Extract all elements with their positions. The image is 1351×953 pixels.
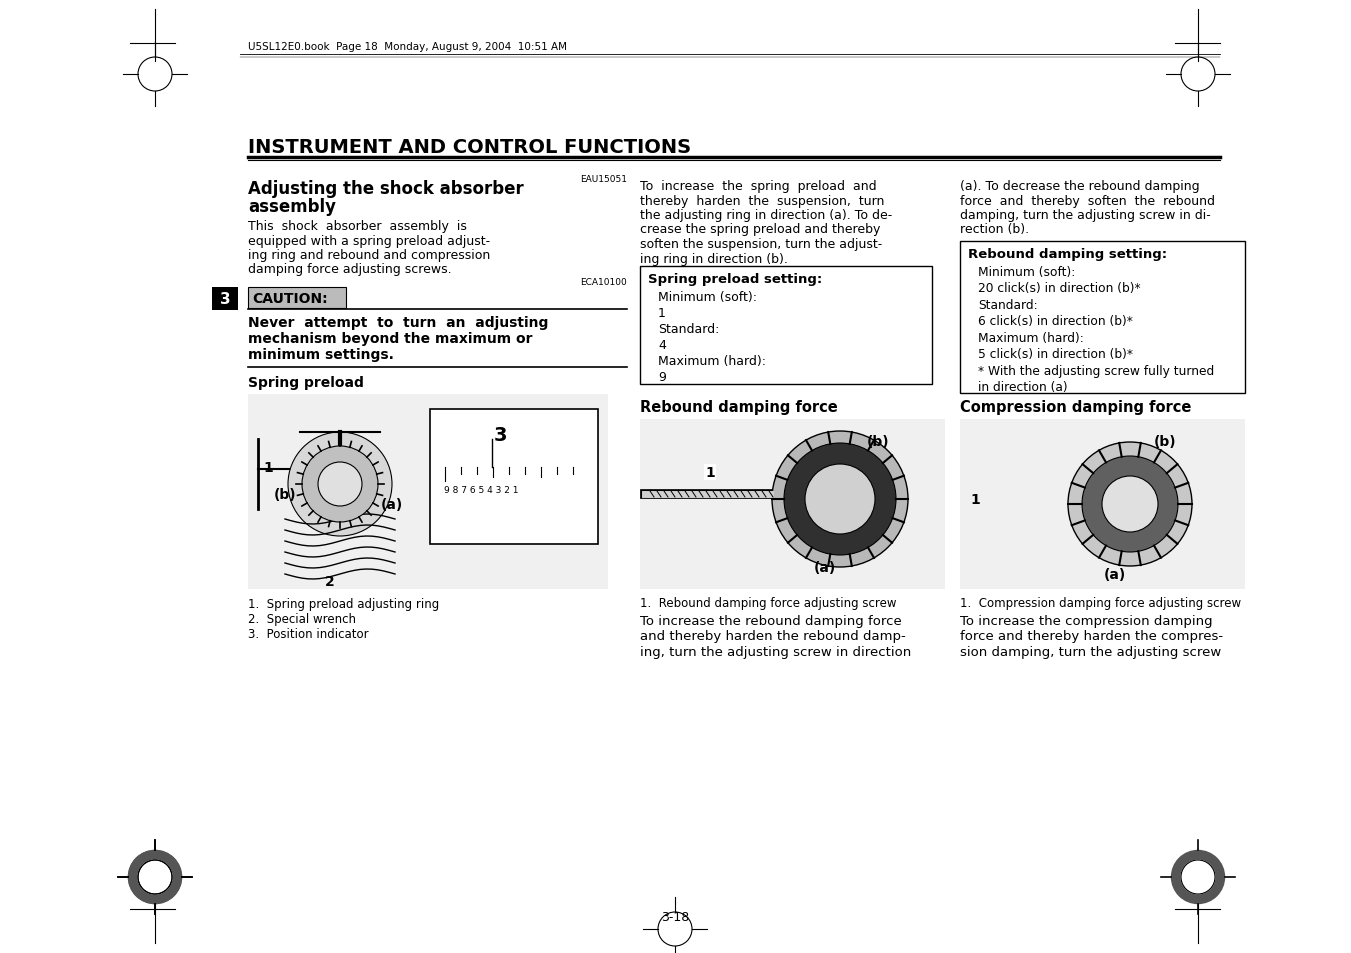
Bar xyxy=(640,419,944,589)
Text: Spring preload setting:: Spring preload setting: xyxy=(648,273,823,286)
Text: damping, turn the adjusting screw in di-: damping, turn the adjusting screw in di- xyxy=(961,209,1210,222)
Text: Adjusting the shock absorber: Adjusting the shock absorber xyxy=(249,180,524,198)
Circle shape xyxy=(138,861,172,894)
Text: To increase the rebound damping force: To increase the rebound damping force xyxy=(640,615,901,627)
Text: (b): (b) xyxy=(867,435,889,449)
Text: INSTRUMENT AND CONTROL FUNCTIONS: INSTRUMENT AND CONTROL FUNCTIONS xyxy=(249,138,692,157)
Text: 2.  Special wrench: 2. Special wrench xyxy=(249,613,357,625)
Circle shape xyxy=(771,432,908,567)
Text: 3: 3 xyxy=(220,293,230,307)
Circle shape xyxy=(1171,850,1225,904)
Text: (b): (b) xyxy=(274,488,296,501)
Text: EAU15051: EAU15051 xyxy=(580,174,627,184)
Text: Minimum (soft):: Minimum (soft): xyxy=(978,266,1075,278)
Text: * With the adjusting screw fully turned: * With the adjusting screw fully turned xyxy=(978,365,1215,377)
Text: 3.  Position indicator: 3. Position indicator xyxy=(249,627,369,640)
Text: 1: 1 xyxy=(705,465,715,479)
Text: force and thereby harden the compres-: force and thereby harden the compres- xyxy=(961,630,1223,643)
Text: Rebound damping setting:: Rebound damping setting: xyxy=(969,248,1167,261)
Text: 6 click(s) in direction (b)*: 6 click(s) in direction (b)* xyxy=(978,315,1133,328)
Text: sion damping, turn the adjusting screw: sion damping, turn the adjusting screw xyxy=(961,645,1221,659)
Bar xyxy=(961,242,1246,394)
Circle shape xyxy=(1102,476,1158,533)
Text: To increase the compression damping: To increase the compression damping xyxy=(961,615,1213,627)
Text: 1.  Spring preload adjusting ring: 1. Spring preload adjusting ring xyxy=(249,598,439,610)
Text: 1: 1 xyxy=(658,307,666,319)
Text: thereby  harden  the  suspension,  turn: thereby harden the suspension, turn xyxy=(640,194,885,208)
Text: 1: 1 xyxy=(970,493,979,506)
Circle shape xyxy=(784,443,896,556)
Text: ing ring and rebound and compression: ing ring and rebound and compression xyxy=(249,249,490,262)
Circle shape xyxy=(138,861,172,894)
Text: force  and  thereby  soften  the  rebound: force and thereby soften the rebound xyxy=(961,194,1215,208)
Text: rection (b).: rection (b). xyxy=(961,223,1029,236)
Text: 9: 9 xyxy=(658,371,666,384)
Text: ECA10100: ECA10100 xyxy=(580,277,627,287)
Bar xyxy=(961,419,1246,589)
Bar xyxy=(249,288,346,309)
Text: minimum settings.: minimum settings. xyxy=(249,348,394,361)
Circle shape xyxy=(288,433,392,537)
Text: 5 click(s) in direction (b)*: 5 click(s) in direction (b)* xyxy=(978,348,1133,361)
Text: Spring preload: Spring preload xyxy=(249,375,363,390)
Text: equipped with a spring preload adjust-: equipped with a spring preload adjust- xyxy=(249,234,490,247)
Text: Standard:: Standard: xyxy=(978,298,1038,312)
Circle shape xyxy=(128,850,182,904)
Text: mechanism beyond the maximum or: mechanism beyond the maximum or xyxy=(249,332,532,346)
Circle shape xyxy=(317,462,362,506)
Text: Maximum (hard):: Maximum (hard): xyxy=(978,332,1084,345)
Circle shape xyxy=(128,850,182,904)
Text: and thereby harden the rebound damp-: and thereby harden the rebound damp- xyxy=(640,630,905,643)
Circle shape xyxy=(1069,442,1192,566)
Text: 2: 2 xyxy=(326,575,335,588)
Text: (a): (a) xyxy=(381,497,403,512)
Text: To  increase  the  spring  preload  and: To increase the spring preload and xyxy=(640,180,877,193)
Text: damping force adjusting screws.: damping force adjusting screws. xyxy=(249,263,451,276)
Bar xyxy=(430,410,598,544)
Text: Rebound damping force: Rebound damping force xyxy=(640,399,838,415)
Text: 20 click(s) in direction (b)*: 20 click(s) in direction (b)* xyxy=(978,282,1140,295)
Text: 1.  Rebound damping force adjusting screw: 1. Rebound damping force adjusting screw xyxy=(640,597,897,609)
Text: 1.  Compression damping force adjusting screw: 1. Compression damping force adjusting s… xyxy=(961,597,1242,609)
Text: Maximum (hard):: Maximum (hard): xyxy=(658,355,766,368)
Text: Compression damping force: Compression damping force xyxy=(961,399,1192,415)
Text: 1: 1 xyxy=(263,460,273,475)
Text: 4: 4 xyxy=(658,338,666,352)
Text: 9 8 7 6 5 4 3 2 1: 9 8 7 6 5 4 3 2 1 xyxy=(444,485,519,495)
Text: (a): (a) xyxy=(813,560,836,575)
Text: (a). To decrease the rebound damping: (a). To decrease the rebound damping xyxy=(961,180,1200,193)
Text: ing ring in direction (b).: ing ring in direction (b). xyxy=(640,253,788,265)
Text: Minimum (soft):: Minimum (soft): xyxy=(658,291,757,304)
Text: the adjusting ring in direction (a). To de-: the adjusting ring in direction (a). To … xyxy=(640,209,892,222)
Text: 3: 3 xyxy=(493,426,507,444)
Bar xyxy=(212,288,238,311)
Text: This  shock  absorber  assembly  is: This shock absorber assembly is xyxy=(249,220,467,233)
Text: (b): (b) xyxy=(1154,435,1177,449)
Circle shape xyxy=(1082,456,1178,553)
Text: 3-18: 3-18 xyxy=(661,910,689,923)
Circle shape xyxy=(805,464,875,535)
Text: Never  attempt  to  turn  an  adjusting: Never attempt to turn an adjusting xyxy=(249,315,549,330)
Bar xyxy=(249,395,608,589)
Text: ing, turn the adjusting screw in direction: ing, turn the adjusting screw in directi… xyxy=(640,645,912,659)
Text: soften the suspension, turn the adjust-: soften the suspension, turn the adjust- xyxy=(640,237,882,251)
Bar xyxy=(640,267,932,385)
Text: in direction (a): in direction (a) xyxy=(978,381,1067,395)
Text: CAUTION:: CAUTION: xyxy=(253,292,328,306)
Circle shape xyxy=(1181,861,1215,894)
Text: assembly: assembly xyxy=(249,198,336,215)
Circle shape xyxy=(303,447,378,522)
Text: crease the spring preload and thereby: crease the spring preload and thereby xyxy=(640,223,881,236)
Text: Standard:: Standard: xyxy=(658,323,719,335)
Text: U5SL12E0.book  Page 18  Monday, August 9, 2004  10:51 AM: U5SL12E0.book Page 18 Monday, August 9, … xyxy=(249,42,567,52)
Text: (a): (a) xyxy=(1104,567,1127,581)
